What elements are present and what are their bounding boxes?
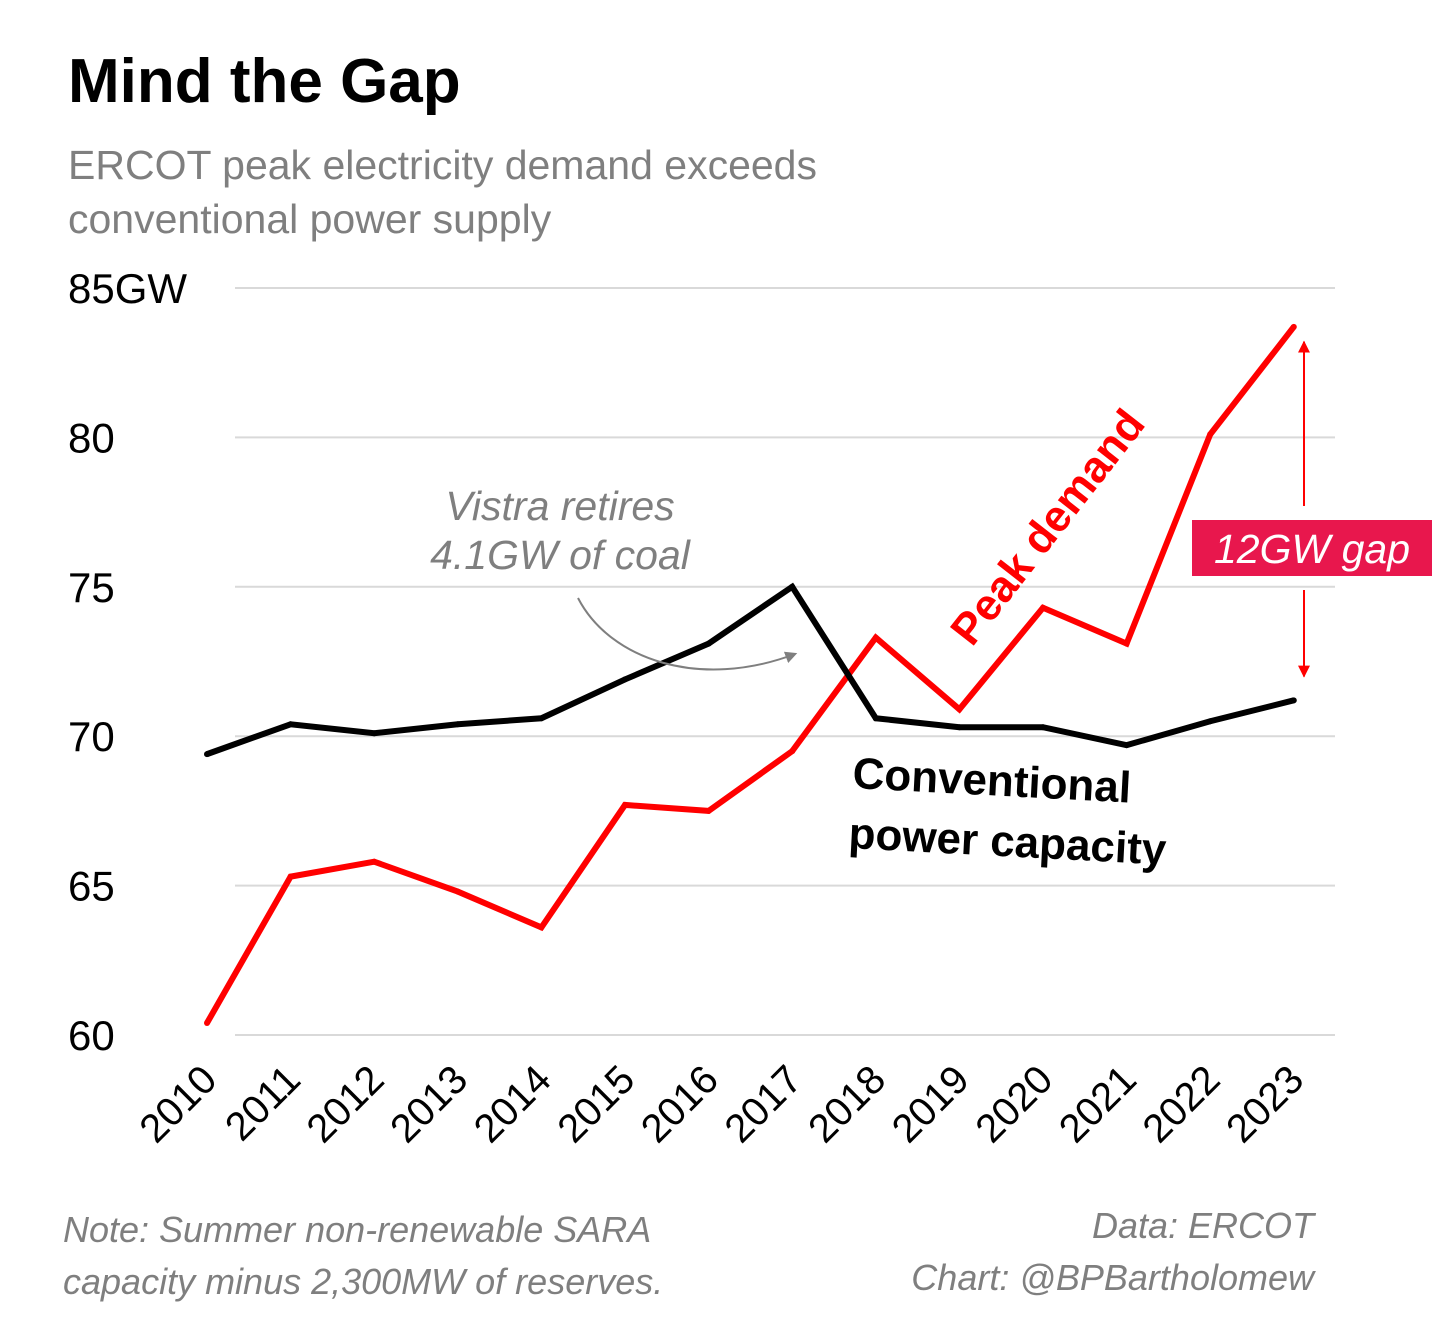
credit-source: Data: ERCOT xyxy=(1091,1205,1314,1246)
conventional-capacity-point xyxy=(622,676,628,683)
peak-demand-point xyxy=(454,888,461,895)
conventional-label-line-2: power capacity xyxy=(847,809,1168,875)
x-tick-label: 2019 xyxy=(884,1057,978,1151)
gap-label: 12GW gap xyxy=(1214,526,1410,572)
y-tick-label: 75 xyxy=(68,564,115,611)
y-tick-label: 70 xyxy=(68,713,115,760)
y-tick-label: 85GW xyxy=(68,265,187,312)
chart-note: Note: Summer non-renewable SARA capacity… xyxy=(63,1204,663,1308)
conventional-capacity-point xyxy=(1123,742,1130,749)
conventional-capacity-point xyxy=(1207,718,1214,725)
peak-demand-point xyxy=(538,924,545,931)
peak-demand-point xyxy=(705,807,712,814)
peak-demand-label: Peak demand xyxy=(941,400,1154,654)
x-tick-label: 2010 xyxy=(131,1057,225,1151)
peak-demand-point xyxy=(371,858,378,865)
conventional-capacity-point xyxy=(287,721,294,728)
conventional-capacity-point xyxy=(538,715,545,722)
conventional-capacity-line xyxy=(205,582,1295,757)
x-tick-label: 2012 xyxy=(299,1057,393,1151)
conventional-capacity-point xyxy=(1290,697,1297,704)
x-tick-label: 2023 xyxy=(1218,1057,1312,1151)
x-tick-label: 2011 xyxy=(217,1057,309,1149)
conventional-capacity-point xyxy=(956,724,963,731)
y-tick-label: 60 xyxy=(68,1012,115,1059)
x-tick-label: 2020 xyxy=(967,1057,1061,1151)
note-line-1: Note: Summer non-renewable SARA xyxy=(63,1209,652,1250)
peak-demand-point xyxy=(1040,604,1046,611)
y-tick-label: 80 xyxy=(68,414,115,461)
x-tick-label: 2013 xyxy=(382,1057,476,1151)
peak-demand-point xyxy=(1290,323,1297,330)
retire-annotation-line-2: 4.1GW of coal xyxy=(430,532,692,578)
peak-demand-point xyxy=(872,634,879,641)
peak-demand-point xyxy=(1207,431,1214,438)
peak-demand-point xyxy=(622,801,628,808)
conventional-capacity-point xyxy=(454,721,461,728)
credit-author: Chart: @BPBartholomew xyxy=(911,1257,1314,1298)
subtitle-line-2: conventional power supply xyxy=(68,196,552,242)
retire-annotation-line-1: Vistra retires xyxy=(445,483,674,529)
y-tick-label: 65 xyxy=(68,863,115,910)
peak-demand-line xyxy=(204,325,1297,1025)
chart-subtitle: ERCOT peak electricity demand exceeds co… xyxy=(68,138,817,246)
conventional-capacity-point xyxy=(705,640,712,647)
peak-demand-point xyxy=(1123,640,1130,647)
peak-demand-point xyxy=(956,706,963,713)
chart-title: Mind the Gap xyxy=(68,47,461,116)
conventional-capacity-point xyxy=(204,751,210,758)
chart-credit: Data: ERCOT Chart: @BPBartholomew xyxy=(911,1200,1314,1304)
x-tick-label: 2018 xyxy=(800,1057,894,1151)
conventional-label-line-1: Conventional xyxy=(851,749,1132,813)
x-tick-label: 2016 xyxy=(633,1057,727,1151)
conventional-capacity-point xyxy=(371,730,378,737)
peak-demand-point xyxy=(287,873,294,880)
gap-label-box xyxy=(1192,520,1432,576)
subtitle-line-1: ERCOT peak electricity demand exceeds xyxy=(68,142,817,188)
x-tick-label: 2021 xyxy=(1051,1057,1145,1151)
conventional-capacity-point xyxy=(1040,724,1046,731)
retire-arrow xyxy=(577,597,798,671)
peak-demand-point xyxy=(789,748,796,755)
x-tick-label: 2014 xyxy=(466,1057,560,1151)
x-tick-label: 2022 xyxy=(1135,1057,1229,1151)
peak-demand-point xyxy=(204,1020,210,1027)
note-line-2: capacity minus 2,300MW of reserves. xyxy=(63,1261,664,1302)
x-tick-label: 2015 xyxy=(549,1057,643,1151)
conventional-capacity-point xyxy=(789,583,796,590)
x-tick-label: 2017 xyxy=(717,1057,811,1151)
conventional-capacity-point xyxy=(872,715,879,722)
